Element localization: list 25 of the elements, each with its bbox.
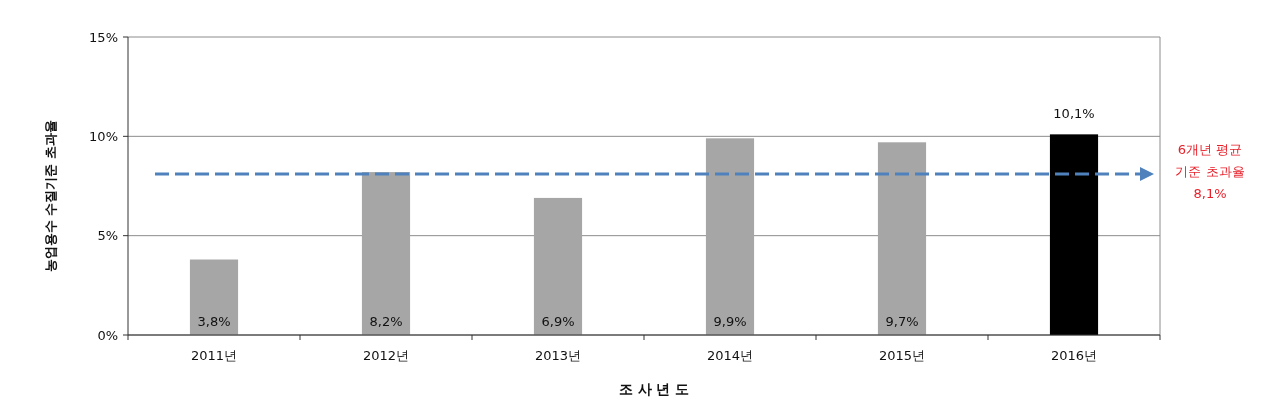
x-tick-label: 2015년 (878, 348, 926, 363)
data-label: 9,7% (885, 314, 919, 329)
x-axis-title: 조 사 년 도 (618, 381, 690, 397)
bar (877, 142, 927, 335)
data-label: 9,9% (713, 314, 747, 329)
data-label: 10,1% (1053, 106, 1095, 122)
x-tick-label: 2014년 (706, 348, 754, 363)
y-tick-label: 15% (89, 29, 118, 45)
ref-line-label: 6개년 평균 기준 초과율 8,1% (1175, 142, 1245, 202)
x-tick-label: 2012년 (362, 348, 410, 363)
bar (189, 259, 239, 335)
bar (533, 197, 583, 335)
x-tick-label: 2011년 (190, 348, 238, 363)
y-axis-title: 농업용수 수질기준 초과율 (43, 119, 58, 273)
data-label: 3,8% (197, 314, 231, 329)
bar (705, 138, 755, 335)
bar (1049, 134, 1099, 335)
bar (361, 172, 411, 335)
x-tick-label: 2013년 (534, 348, 582, 363)
y-tick-label: 5% (97, 228, 118, 244)
x-tick-label: 2016년 (1050, 348, 1098, 363)
data-label: 8,2% (369, 314, 403, 329)
y-tick-label: 0% (97, 327, 118, 343)
y-tick-label: 10% (89, 128, 118, 144)
data-label: 6,9% (541, 314, 575, 329)
